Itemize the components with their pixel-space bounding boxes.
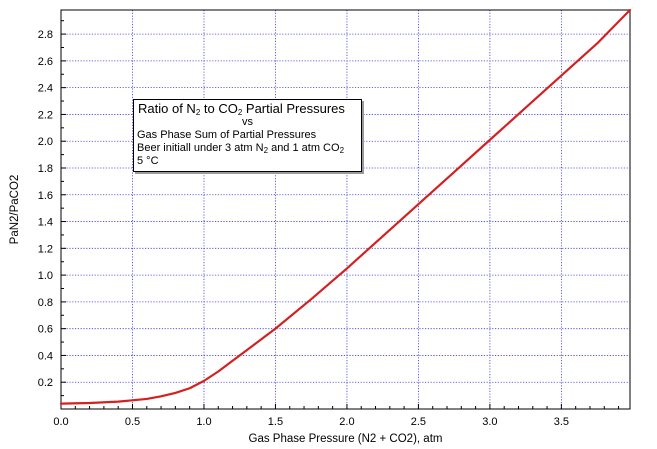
y-tick-label: 0.4 <box>38 350 53 362</box>
y-tick-label: 0.8 <box>38 297 53 309</box>
y-tick-label: 1.8 <box>38 163 53 175</box>
y-tick-label: 1.4 <box>38 217 53 229</box>
y-axis-title: PaN2/PaCO2 <box>9 175 21 245</box>
x-tick-label: 1.5 <box>268 416 283 428</box>
annotation-line-1: Ratio of N2 to CO2 Partial Pressures <box>138 101 345 117</box>
y-tick-label: 1.0 <box>38 270 53 282</box>
x-tick-label: 1.0 <box>196 416 211 428</box>
x-axis-title: Gas Phase Pressure (N2 + CO2), atm <box>249 433 443 445</box>
annotation-line-2: vs <box>242 116 253 128</box>
y-tick-label: 0.6 <box>38 324 53 336</box>
x-tick-label: 2.0 <box>339 416 354 428</box>
plot-frame <box>60 9 631 410</box>
annotation-line-4: Beer initiall under 3 atm N2 and 1 atm C… <box>137 142 345 155</box>
x-tick-label: 0.5 <box>125 416 140 428</box>
y-tick-label: 2.2 <box>38 109 53 121</box>
x-tick-label: 2.5 <box>411 416 426 428</box>
y-tick-label: 1.2 <box>38 243 53 255</box>
y-tick-label: 2.0 <box>38 136 53 148</box>
x-tick-label: 3.0 <box>482 416 497 428</box>
y-tick-labels: 0.2 0.4 0.6 0.8 1.0 1.2 1.4 1.6 1.8 2.0 2.2 2.4 2.6 2… <box>38 29 53 389</box>
y-tick-label: 0.2 <box>38 377 53 389</box>
annotation-line-5: 5 °C <box>137 155 159 167</box>
axis-ticks <box>60 20 620 409</box>
y-tick-label: 2.6 <box>38 56 53 68</box>
annotation-line-3: Gas Phase Sum of Partial Pressures <box>137 129 317 141</box>
x-tick-labels: 0.0 0.5 1.0 1.5 2.0 2.5 3.0 3.5 <box>53 416 569 428</box>
y-tick-label: 2.4 <box>38 83 53 95</box>
x-tick-label: 3.5 <box>554 416 569 428</box>
y-tick-label: 1.6 <box>38 190 53 202</box>
series-line <box>59 8 632 405</box>
y-tick-label: 2.8 <box>38 29 53 41</box>
chart-annotation: Ratio of N2 to CO2 Partial Pressures vs … <box>133 99 362 172</box>
grid <box>61 10 630 409</box>
x-tick-label: 0.0 <box>53 416 68 428</box>
